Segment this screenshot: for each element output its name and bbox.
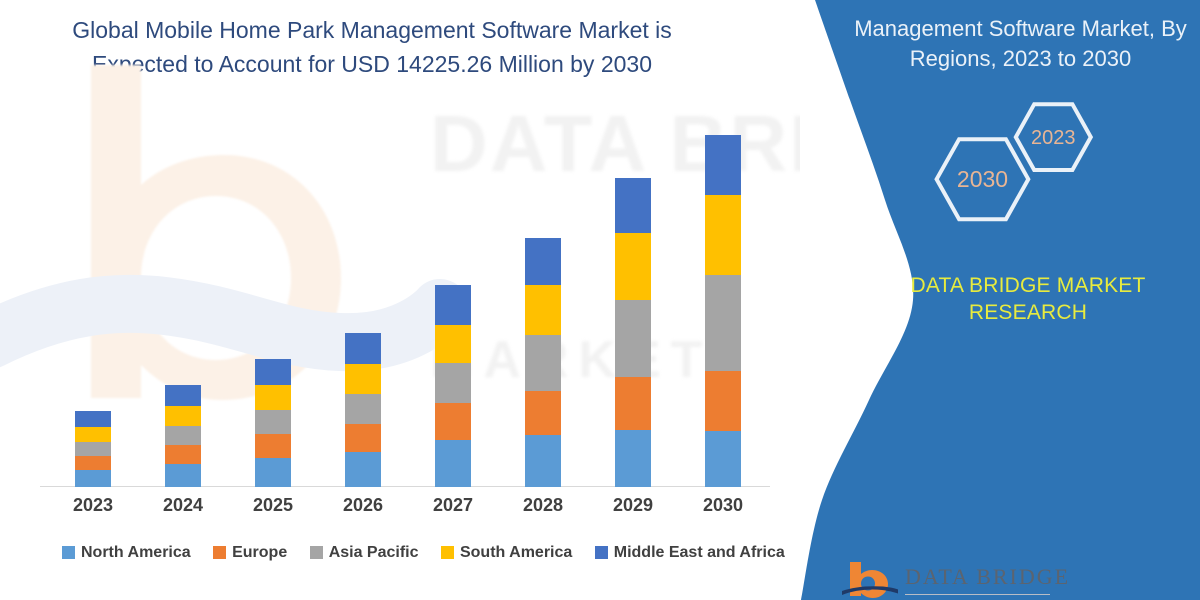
svg-text:2023: 2023: [1031, 127, 1076, 149]
svg-text:2030: 2030: [957, 166, 1008, 192]
